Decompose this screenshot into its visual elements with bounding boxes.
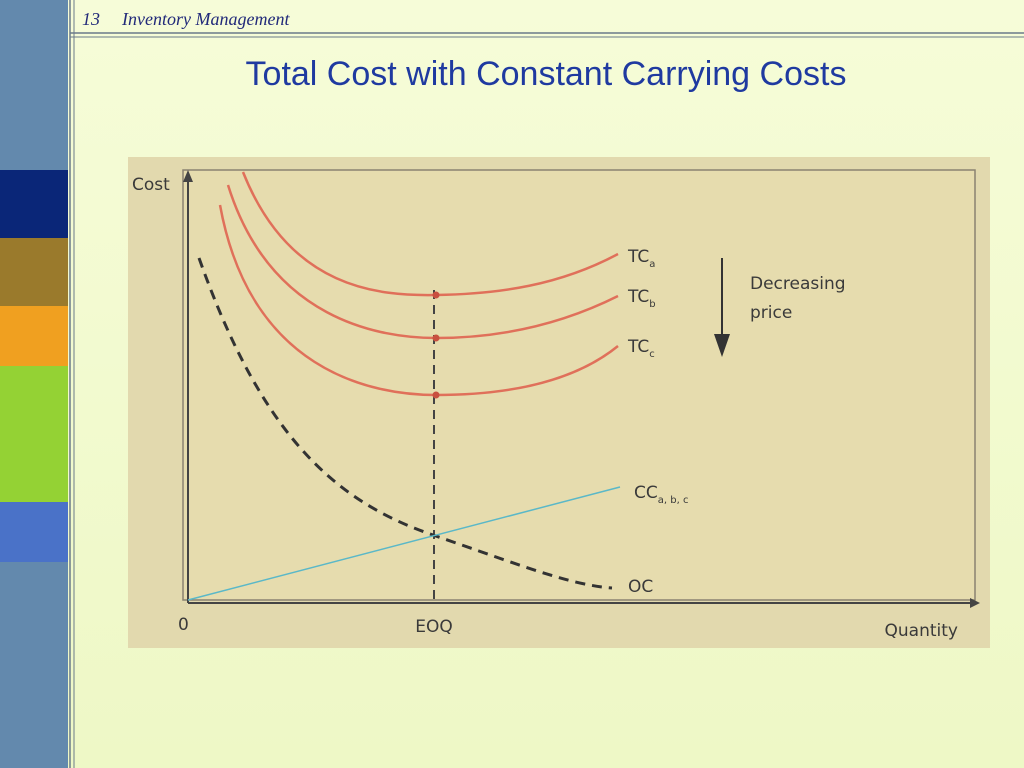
curve-label: TCc <box>627 337 655 360</box>
curve-label-sub: a <box>649 259 655 270</box>
curve-tc-a <box>241 171 619 297</box>
header-title: Inventory Management <box>121 9 290 29</box>
eoq-label: EOQ <box>415 617 453 637</box>
annotation-line: price <box>750 303 792 323</box>
header-number: 13 <box>82 9 100 29</box>
origin-label: 0 <box>178 615 189 635</box>
slide-title: Total Cost with Constant Carrying Costs <box>246 55 847 93</box>
curve-label-main: TC <box>627 287 649 307</box>
curve-label: TCb <box>627 287 656 310</box>
curve-label-main: TC <box>627 337 649 357</box>
curve-label-sub: c <box>649 349 655 360</box>
y-axis-label: Cost <box>132 175 170 195</box>
min-point <box>432 334 440 342</box>
plot-frame <box>182 169 976 601</box>
curve-label-sub: b <box>649 299 655 310</box>
diagram: Cost 0 EOQ Quantity Decreasing price TCa… <box>128 157 990 648</box>
min-point <box>432 391 440 399</box>
curve-tc-c <box>218 204 619 397</box>
sidebar-block <box>0 170 68 238</box>
x-axis-label: Quantity <box>885 621 958 641</box>
curve-label-sub: a, b, c <box>658 495 689 506</box>
arrowhead <box>970 598 980 608</box>
curve-cc <box>187 486 621 601</box>
sidebar-block <box>0 238 68 306</box>
curve-label: TCa <box>627 247 655 270</box>
curve-label-main: OC <box>628 577 653 597</box>
min-point <box>432 291 440 299</box>
curve-label: CCa, b, c <box>634 483 688 506</box>
arrowhead <box>714 334 730 357</box>
sidebar-block <box>0 366 68 502</box>
curve-label-main: CC <box>634 483 658 503</box>
arrowhead <box>183 170 193 182</box>
curve-tc-b <box>226 184 619 340</box>
curve-oc <box>197 257 613 590</box>
curve-label-main: TC <box>627 247 649 267</box>
curve-label: OC <box>628 577 653 597</box>
sidebar-block <box>0 502 68 562</box>
annotation-line: Decreasing <box>750 274 846 294</box>
sidebar-block <box>0 306 68 366</box>
